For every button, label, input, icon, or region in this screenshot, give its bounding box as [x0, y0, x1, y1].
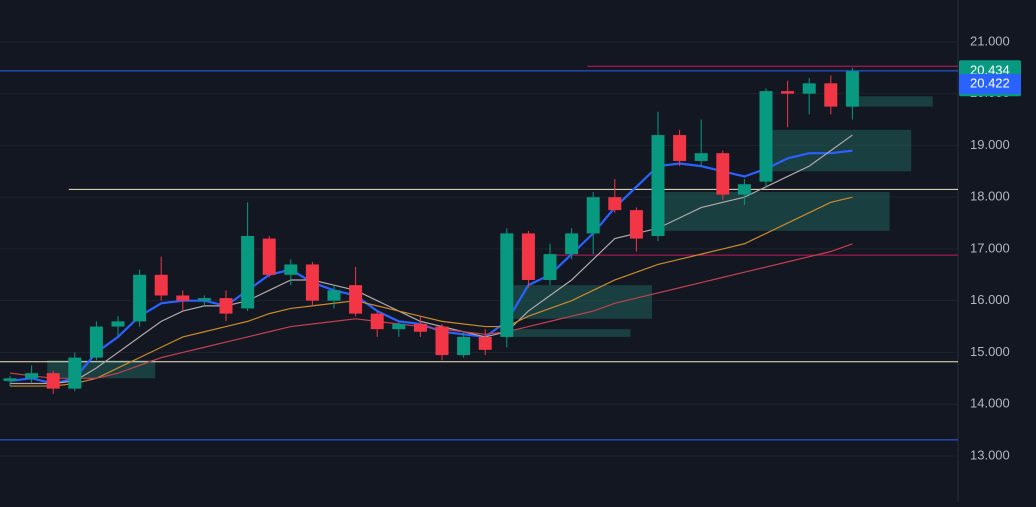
zone [760, 129, 912, 172]
candle-body [673, 135, 687, 161]
candle-body [457, 336, 471, 356]
candle-body [716, 153, 730, 195]
marker-price-label: 20.422 [970, 75, 1010, 90]
marker-price-box [959, 73, 1021, 94]
candle-body [25, 373, 39, 379]
candle-body [586, 197, 600, 234]
zone [500, 285, 652, 319]
y-tick-label: 19.000 [970, 137, 1010, 152]
candle-body [154, 274, 168, 296]
candle-body [781, 91, 795, 94]
candle-body [435, 326, 449, 356]
zone [652, 192, 890, 231]
candle-body [219, 298, 233, 314]
candle-body [284, 264, 298, 275]
y-tick-label: 17.000 [970, 240, 1010, 255]
candle-body [565, 233, 579, 255]
y-tick-label: 14.000 [970, 396, 1010, 411]
candle-body [478, 336, 492, 350]
candle-body [392, 323, 406, 330]
candle-body [543, 254, 557, 280]
candle-body [413, 323, 427, 332]
zone [500, 329, 631, 337]
y-tick-label: 13.000 [970, 447, 1010, 462]
candle-body [111, 321, 125, 327]
zone [846, 96, 933, 107]
candle-body [241, 235, 255, 309]
candle-body [68, 357, 82, 389]
candle-body [46, 373, 60, 389]
y-tick-label: 18.000 [970, 189, 1010, 204]
candle-body [759, 91, 773, 182]
y-tick-label: 21.000 [970, 33, 1010, 48]
candle-body [133, 274, 147, 322]
candle-body [176, 295, 190, 301]
candle-body [500, 233, 514, 337]
moving-average [10, 196, 853, 387]
candle-body [197, 298, 211, 301]
candle-body [824, 83, 838, 107]
candle-body [3, 378, 17, 381]
candle-body [349, 285, 363, 314]
candle-body [521, 233, 535, 280]
candle-body [629, 210, 643, 239]
candle-body [845, 71, 859, 107]
candle-body [651, 135, 665, 236]
y-tick-label: 15.000 [970, 344, 1010, 359]
y-tick-label: 16.000 [970, 292, 1010, 307]
candle-body [802, 83, 816, 94]
candle-body [737, 184, 751, 195]
candle-body [89, 326, 103, 358]
candle-body [608, 197, 622, 211]
candle-body [327, 290, 341, 301]
candle-body [262, 238, 276, 275]
candle-body [694, 153, 708, 161]
moving-average [9, 243, 853, 379]
candle-body [305, 264, 319, 301]
moving-average [10, 134, 853, 385]
candle-body [370, 313, 384, 330]
